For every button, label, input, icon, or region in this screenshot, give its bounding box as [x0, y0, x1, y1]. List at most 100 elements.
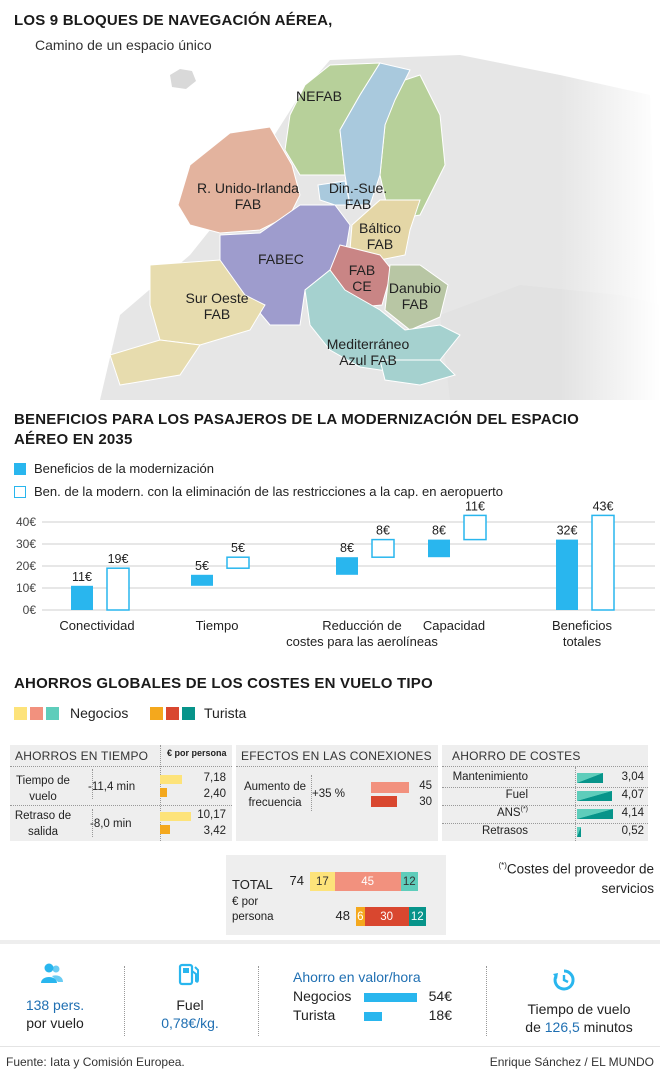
benefits-title: BENEFICIOS PARA LOS PASAJEROS DE LA MODE…: [14, 410, 579, 450]
category-label-3-0: Capacidad: [423, 618, 485, 633]
category-label-4-0: Beneficios: [552, 618, 612, 633]
cost-row-mantenimiento-label: Mantenimiento: [452, 771, 528, 783]
y-tick-label-4: 0€: [23, 603, 37, 617]
map-label-baltico: Báltico FAB: [358, 220, 402, 252]
time-row2-value-negocios: 10,17: [197, 809, 226, 821]
suroeste-region: [149, 259, 266, 346]
connections-label: Aumento de frecuencia: [243, 781, 306, 809]
panel-total: TOTAL € por persona 74 48 17 45 12 6 30 12: [226, 855, 446, 935]
bar-outline-4: [591, 514, 615, 611]
bar-filled-label-1: 5€: [195, 559, 209, 573]
bar-outline-label-4: 43€: [593, 500, 614, 513]
time-row1-label: Tiempo de vuelo: [16, 775, 70, 803]
dinsue-region: [339, 62, 411, 206]
cost-row-retrasos-value: 0,52: [621, 825, 644, 837]
stat-passengers: 138 pers. por vuelo: [10, 996, 100, 1032]
footnote: (*)Costes del proveedor de servicios: [470, 856, 654, 898]
category-label-1-0: Tiempo: [196, 618, 239, 633]
panel-time-savings: AHORROS EN TIEMPO € por persona Tiempo d…: [10, 745, 232, 841]
total-sublabel: € por persona: [232, 896, 274, 923]
stat-flight-time-value-line: de 126,5 minutos: [505, 1018, 653, 1036]
negocios-swatch-yellow: [14, 707, 27, 720]
category-label-0-0: Conectividad: [59, 618, 134, 633]
benefits-title-line1: BENEFICIOS PARA LOS PASAJEROS DE LA MODE…: [14, 411, 580, 428]
footnote-text: Costes del proveedor de servicios: [506, 861, 654, 896]
clock-rewind-icon: [552, 968, 576, 997]
danubio-region: [384, 264, 449, 331]
y-tick-label-3: 10€: [16, 581, 36, 595]
bar-outline-3: [463, 514, 487, 541]
cost-row-retrasos-label: Retrasos: [481, 825, 528, 837]
time-row2-label: Retraso de salida: [14, 810, 72, 838]
connections-title: EFECTOS EN LAS CONEXIONES: [241, 749, 432, 763]
stat-fuel-value: 0,78€/kg.: [161, 1015, 219, 1031]
legend-swatch-outline: [14, 486, 26, 498]
bar-outline-0: [106, 567, 130, 611]
bar-outline-label-3: 11€: [465, 500, 485, 513]
time-savings-title: AHORROS EN TIEMPO: [15, 749, 149, 763]
people-icon: [40, 962, 64, 989]
cost-row-fuel-value: 4,07: [621, 789, 644, 801]
cost-row-ans-value: 4,14: [621, 807, 644, 819]
map-label-uk-ireland: R. Unido-Irlanda FAB: [197, 180, 299, 212]
bar-filled-3: [428, 539, 450, 558]
total-turista-segment-1: 30: [364, 907, 409, 926]
y-tick-label-0: 40€: [16, 515, 36, 529]
cost-row-mantenimiento-value: 3,04: [621, 771, 644, 783]
hour-value-title: Ahorro en valor/hora: [293, 969, 421, 985]
panel-cost-savings: AHORRO DE COSTES Mantenimiento 3,04 Fuel…: [442, 745, 648, 841]
category-label-2-0: Reducción de: [322, 618, 402, 633]
cost-row-mantenimiento-bar: [577, 773, 604, 783]
legend-turista-swatches: [150, 707, 210, 721]
cost-row-fuel-label: Fuel: [505, 789, 528, 801]
map-label-danubio: Danubio FAB: [388, 280, 442, 312]
stat-fuel-label: Fuel: [176, 997, 204, 1013]
time-row2-value-turista: 3,42: [203, 825, 226, 837]
time-row1-value-negocios: 7,18: [203, 772, 226, 784]
total-turista-value: 48: [335, 908, 350, 923]
connections-value-negocios: 45: [419, 780, 432, 792]
cost-row-ans-label: ANS(*): [446, 806, 528, 819]
credits-divider: [0, 1046, 660, 1047]
bar-outline-label-2: 8€: [376, 524, 390, 538]
bar-filled-label-0: 11€: [72, 570, 92, 584]
credits-source: Fuente: Iata y Comisión Europea.: [6, 1055, 185, 1069]
total-turista-bar: 6 30 12: [356, 907, 427, 926]
cost-savings-title: AHORRO DE COSTES: [452, 749, 581, 763]
baltic-region: [349, 199, 421, 261]
europe-map: [100, 55, 660, 400]
cost-row-ans-sup: (*): [520, 806, 528, 813]
stat-flight-time-label: Tiempo de vuelo: [527, 1001, 631, 1017]
connections-bar-turista: [371, 796, 397, 807]
total-negocios-segment-0: 17: [310, 872, 335, 891]
footer-divider: [0, 940, 660, 944]
legend-negocios-label: Negocios: [70, 705, 129, 721]
connections-bar-negocios: [371, 782, 410, 793]
stat-flight-time-suffix: minutos: [579, 1019, 633, 1035]
time-row1-value-turista: 2,40: [203, 788, 226, 800]
cost-row-retrasos-bar: [577, 827, 582, 837]
cost-row-ans-text: ANS: [496, 806, 521, 819]
hour-value-turista-label: Turista: [293, 1007, 336, 1023]
time-row1-bar-negocios: [160, 775, 182, 784]
fuel-pump-icon: [178, 962, 200, 991]
time-row1-bar-turista: [160, 788, 168, 797]
bar-filled-1: [191, 574, 213, 586]
connections-delta: +35 %: [312, 788, 345, 800]
stat-passengers-value: 138 pers.: [25, 997, 85, 1013]
turista-swatch-orange: [150, 707, 163, 720]
bar-filled-2: [336, 557, 358, 575]
stat-flight-time: Tiempo de vuelo de 126,5 minutos: [505, 1000, 653, 1036]
total-turista-segment-2: 12: [408, 907, 427, 926]
stat-passengers-label: por vuelo: [26, 1015, 84, 1031]
map-label-suroeste: Sur Oeste FAB: [185, 290, 249, 322]
y-tick-label-2: 20€: [16, 559, 36, 573]
bar-outline-label-0: 19€: [108, 552, 129, 566]
connections-value-turista: 30: [419, 796, 432, 808]
map-label-mediterraneo: Mediterráneo Azul FAB: [326, 336, 410, 368]
hour-value-negocios-label: Negocios: [293, 988, 352, 1004]
hour-value-turista-bar: [364, 1012, 382, 1021]
stat-fuel: Fuel 0,78€/kg.: [140, 996, 240, 1032]
total-negocios-bar: 17 45 12: [310, 872, 419, 891]
benefits-chart: 40€ 30€ 20€ 10€ 0€ 11€ 19€ Conectividad 5€ 5€ Tiem…: [16, 500, 655, 649]
